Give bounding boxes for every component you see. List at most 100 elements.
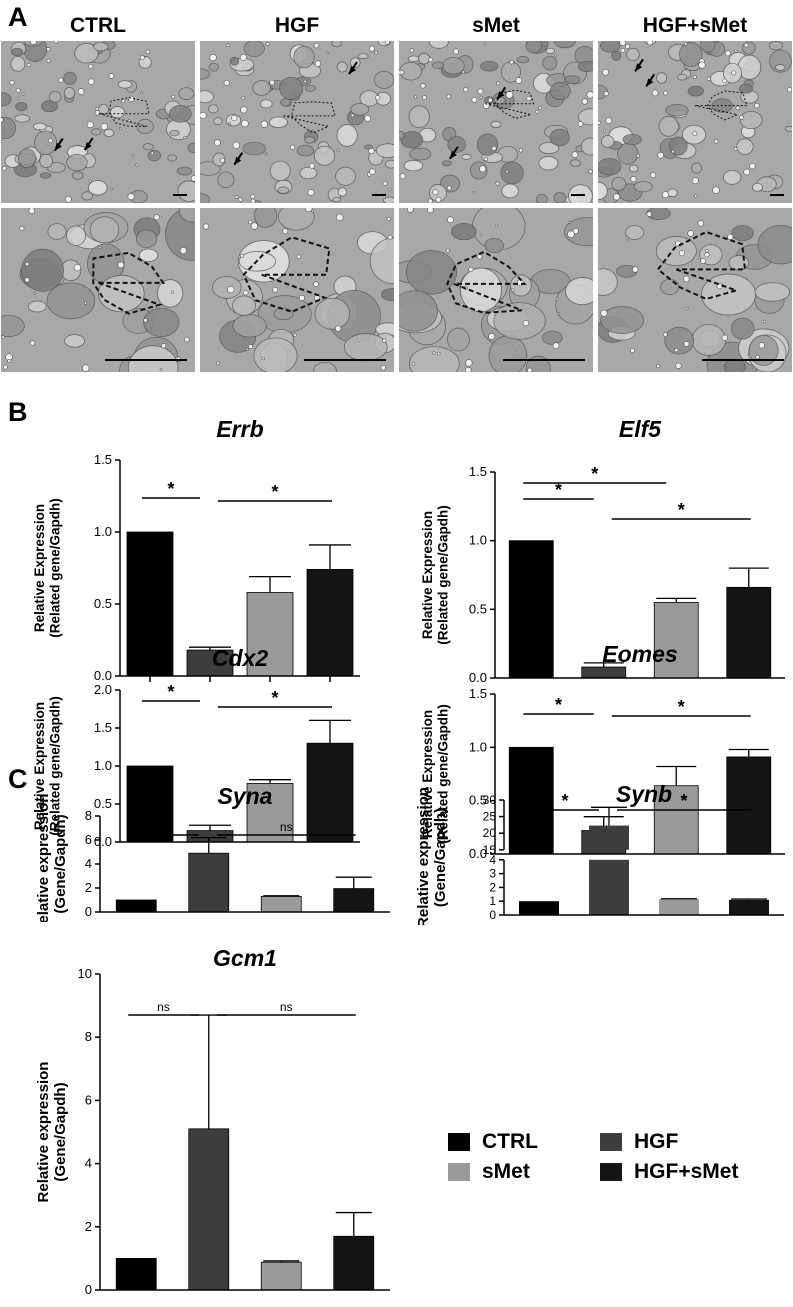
y-axis-label: Relative Expression	[32, 504, 47, 632]
micrograph-shape	[209, 54, 217, 62]
micrograph-shape	[758, 342, 765, 349]
micrograph-shape	[657, 151, 664, 159]
micrograph-shape	[220, 157, 226, 163]
micrograph-shape	[742, 41, 756, 55]
y-tick-label: 1.5	[94, 720, 112, 735]
micrograph-shape	[269, 79, 275, 86]
bar-2	[653, 602, 699, 679]
chart-syna: Syna Relative expression (Gene/Gapdh) 0 2 4 6 8…	[20, 770, 400, 934]
micrograph-shape	[1, 335, 5, 340]
micrograph-shape	[577, 60, 593, 72]
micrograph-shape	[183, 135, 187, 140]
micrograph-shape	[449, 150, 457, 159]
micrograph-shape	[705, 249, 709, 253]
micrograph-shape	[723, 169, 742, 185]
micrograph-shape	[497, 91, 505, 100]
micrograph-shape	[472, 191, 475, 194]
micrograph-shape	[77, 88, 85, 95]
micrograph-shape	[409, 346, 460, 372]
micrograph-shape	[432, 61, 444, 69]
significance-label: ns	[280, 820, 293, 834]
y-tick-label: 0.0	[94, 668, 112, 683]
micrograph-shape	[564, 75, 581, 85]
micrograph-shape	[1, 166, 7, 171]
micrograph-shape	[483, 41, 487, 45]
micrograph-shape	[511, 288, 515, 292]
y-tick-label: 10	[78, 966, 92, 981]
micrograph-shape	[565, 277, 593, 306]
y-tick-label: 0.5	[94, 596, 112, 611]
y-axis-label-units: (Related gene/Gapdh)	[48, 498, 63, 638]
micrograph-shape	[299, 166, 318, 180]
micrograph-shape	[223, 79, 230, 86]
micrograph-shape	[29, 340, 36, 346]
micrograph-shape	[418, 52, 431, 65]
micrograph-shape	[577, 121, 584, 127]
micrograph-shape	[388, 187, 392, 191]
micrograph-shape	[692, 131, 698, 136]
micrograph-shape	[380, 365, 386, 371]
micrograph-shape	[159, 368, 163, 371]
micrograph-shape	[775, 64, 786, 71]
micrograph-shape	[369, 45, 375, 52]
micrograph-shape	[567, 230, 575, 238]
micrograph-shape	[723, 359, 746, 372]
chart-title: Cdx2	[212, 645, 268, 671]
micrograph-shape	[598, 181, 608, 201]
micrograph-shape	[88, 63, 94, 69]
micrograph-shape	[494, 224, 498, 228]
micrograph-shape	[90, 128, 102, 136]
micrograph-shape	[663, 90, 668, 96]
y-tick-label: 6	[85, 832, 92, 847]
micrograph-shape	[399, 130, 405, 140]
micrograph-shape	[216, 361, 220, 366]
micrograph-shape	[636, 153, 640, 158]
micrograph-shape	[656, 364, 661, 369]
condition-label-ctrl: CTRL	[70, 14, 126, 37]
micrograph-shape	[238, 197, 243, 202]
micrograph-shape	[298, 294, 305, 302]
micrograph-shape	[408, 105, 430, 129]
micrograph-shape	[277, 208, 315, 231]
micrograph-shape	[239, 253, 244, 258]
micrograph-shape	[21, 248, 64, 292]
y-axis-label-units: (Related gene/Gapdh)	[436, 505, 451, 645]
y-tick-label: 4	[489, 853, 496, 867]
micrograph-shape	[500, 161, 524, 185]
micrograph-shape	[380, 288, 394, 302]
micrograph-shape	[136, 229, 158, 249]
micrograph-shape	[187, 142, 195, 153]
y-axis-label: Relative Expression	[420, 511, 435, 639]
micrograph-shape	[698, 61, 706, 69]
micrograph-shape	[242, 141, 266, 156]
y-tick-label: 1.0	[94, 758, 112, 773]
bar-2	[653, 785, 699, 855]
micrograph-shape	[743, 42, 749, 48]
micrograph-shape	[479, 233, 483, 237]
micrograph-shape	[509, 60, 514, 65]
micrograph-shape	[447, 136, 466, 153]
micrograph-shape	[706, 76, 711, 81]
chart-svg: Eomes Relative Expression (Related gene/Ga…	[420, 641, 785, 861]
y-axis-label: Relative Expression	[420, 710, 435, 838]
y-tick-label: 0.5	[94, 796, 112, 811]
micrograph-shape	[136, 118, 154, 134]
micrograph-shape	[138, 248, 159, 263]
micrograph-shape	[282, 228, 289, 234]
micrograph-shape	[651, 89, 659, 97]
chart-svg: Syna Relative expression (Gene/Gapdh) 0 2 4 6 8…	[35, 783, 390, 934]
micrograph-shape	[545, 47, 555, 55]
chart-svg: Gcm1 Relative expression (Gene/Gapdh) 0 2 4 6 8…	[35, 945, 390, 1297]
chart-title: Synb	[616, 781, 672, 807]
micrograph-shape	[25, 262, 30, 267]
micrograph-shape	[491, 145, 497, 151]
micrograph-shape	[117, 261, 125, 269]
micrograph-shape	[64, 196, 72, 203]
micrograph-shape	[268, 116, 288, 128]
micrograph-shape	[336, 213, 344, 222]
micrograph-shape	[212, 276, 242, 299]
micrograph-shape	[569, 159, 581, 167]
micrograph-shape	[704, 252, 710, 258]
micrograph-shape	[264, 152, 268, 156]
